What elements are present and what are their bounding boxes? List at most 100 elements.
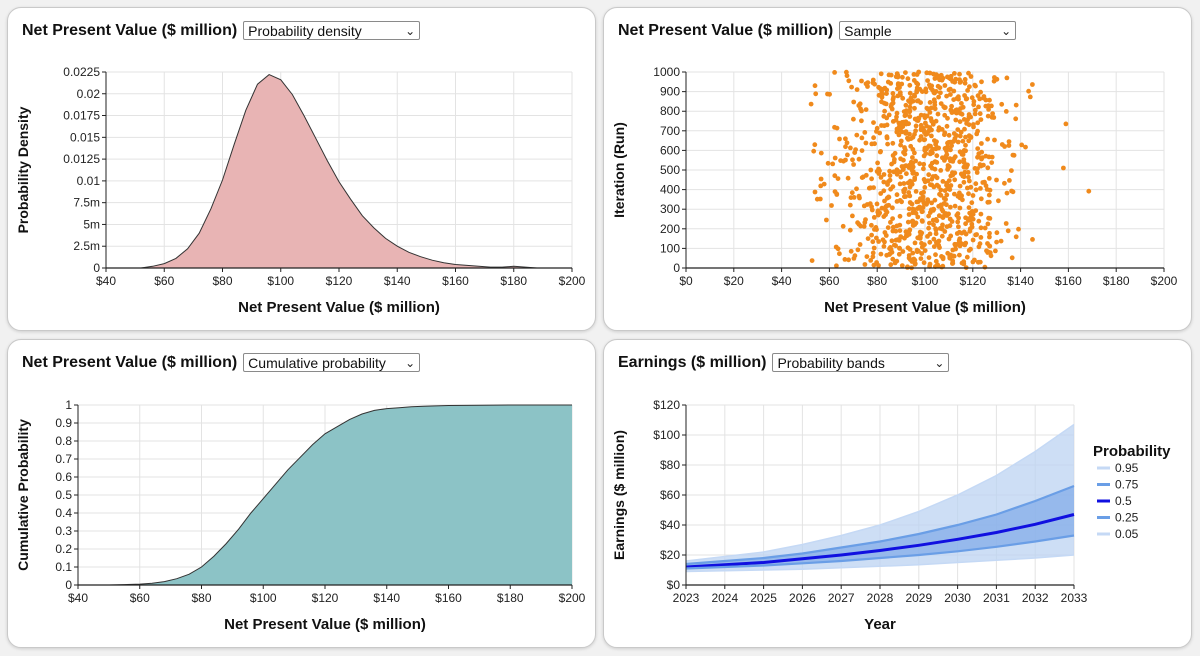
scatter-point [888, 219, 893, 225]
y-tick-label: $0 [667, 578, 681, 592]
scatter-point [874, 201, 880, 207]
x-tick-label: $140 [1007, 274, 1034, 288]
scatter-point [912, 105, 917, 111]
scatter-point [845, 152, 850, 158]
scatter-point [1063, 121, 1069, 127]
scatter-point [886, 72, 892, 78]
scatter-point [851, 162, 856, 167]
y-tick-label: $80 [660, 458, 680, 472]
scatter-point [986, 103, 991, 109]
scatter-point [890, 216, 895, 222]
scatter-point [972, 111, 978, 117]
scatter-point [890, 91, 896, 96]
scatter-point [910, 250, 916, 256]
chart-type-select[interactable]: Probability bands ⌄ [772, 353, 950, 372]
scatter-point [873, 225, 879, 230]
scatter-point [879, 123, 884, 128]
y-tick-label: 600 [660, 143, 680, 157]
y-tick-label: 0.7 [55, 452, 72, 466]
scatter-point [919, 240, 924, 246]
scatter-point [897, 198, 903, 203]
scatter-point [977, 111, 983, 117]
scatter-point [876, 166, 881, 172]
x-tick-label: $40 [68, 591, 88, 605]
scatter-point [957, 252, 962, 258]
chart-type-select[interactable]: Cumulative probability ⌄ [243, 353, 421, 372]
scatter-point [829, 203, 834, 208]
scatter-point [849, 84, 854, 90]
scatter-point [914, 171, 919, 177]
panel-title: Net Present Value ($ million) [618, 21, 834, 39]
scatter-point [894, 167, 900, 173]
scatter-point [947, 86, 953, 92]
series-line [78, 404, 572, 586]
scatter-point [923, 120, 928, 126]
scatter-point [948, 183, 954, 188]
scatter-point [999, 101, 1005, 107]
scatter-point [994, 230, 1000, 236]
scatter-point [932, 138, 937, 144]
panel-header: Net Present Value ($ million) Cumulative… [22, 353, 421, 372]
scatter-point [944, 123, 950, 129]
scatter-point [904, 108, 909, 113]
scatter-point [955, 211, 961, 217]
scatter-point [896, 251, 902, 257]
scatter-point [934, 182, 940, 188]
scatter-point [916, 115, 921, 121]
scatter-point [851, 99, 857, 105]
scatter-point [972, 166, 978, 171]
scatter-point [1006, 143, 1012, 148]
y-tick-label: 300 [660, 202, 680, 216]
scatter-point [811, 148, 817, 154]
scatter-point [966, 205, 972, 211]
scatter-point [964, 121, 969, 126]
scatter-point [948, 204, 953, 210]
scatter-point [949, 103, 954, 109]
y-tick-label: 2.5m [73, 239, 100, 253]
scatter-point [855, 247, 861, 253]
scatter-point [1007, 178, 1012, 183]
scatter-point [897, 222, 903, 228]
scatter-point [849, 190, 855, 196]
scatter-point [992, 75, 997, 80]
scatter-point [978, 117, 984, 122]
scatter-point [907, 114, 913, 119]
x-tick-label: 2029 [905, 591, 932, 605]
x-tick-label: $40 [96, 274, 116, 288]
scatter-point [983, 153, 989, 159]
scatter-point [870, 250, 876, 256]
scatter-point [961, 157, 967, 163]
scatter-point [986, 107, 991, 112]
series-line-0.75 [685, 484, 1075, 566]
scatter-point [974, 232, 979, 237]
scatter-point [1030, 82, 1035, 87]
scatter-point [916, 69, 922, 75]
scatter-point [832, 70, 837, 75]
scatter-point [924, 70, 930, 76]
scatter-point [981, 94, 987, 99]
scatter-point [891, 95, 896, 100]
scatter-point [890, 228, 896, 234]
scatter-point [931, 71, 936, 77]
scatter-point [881, 172, 887, 177]
scatter-point [954, 107, 960, 113]
scatter-point [947, 223, 953, 229]
scatter-point [897, 213, 903, 219]
scatter-point [915, 98, 921, 103]
scatter-point [951, 88, 957, 94]
scatter-point [913, 189, 919, 194]
y-tick-label: 0.9 [55, 416, 72, 430]
scatter-point [897, 181, 903, 187]
scatter-point [874, 125, 880, 131]
scatter-point [845, 175, 851, 181]
scatter-point [903, 194, 908, 199]
y-tick-label: 0.1 [55, 560, 72, 574]
scatter-point [863, 107, 869, 112]
y-tick-label: 100 [660, 241, 680, 255]
chart-type-select[interactable]: Probability density ⌄ [243, 21, 421, 40]
scatter-point [976, 104, 981, 110]
scatter-point [859, 78, 864, 84]
scatter-point [941, 196, 947, 201]
chart-type-select[interactable]: Sample ⌄ [839, 21, 1017, 40]
scatter-point [846, 78, 852, 84]
